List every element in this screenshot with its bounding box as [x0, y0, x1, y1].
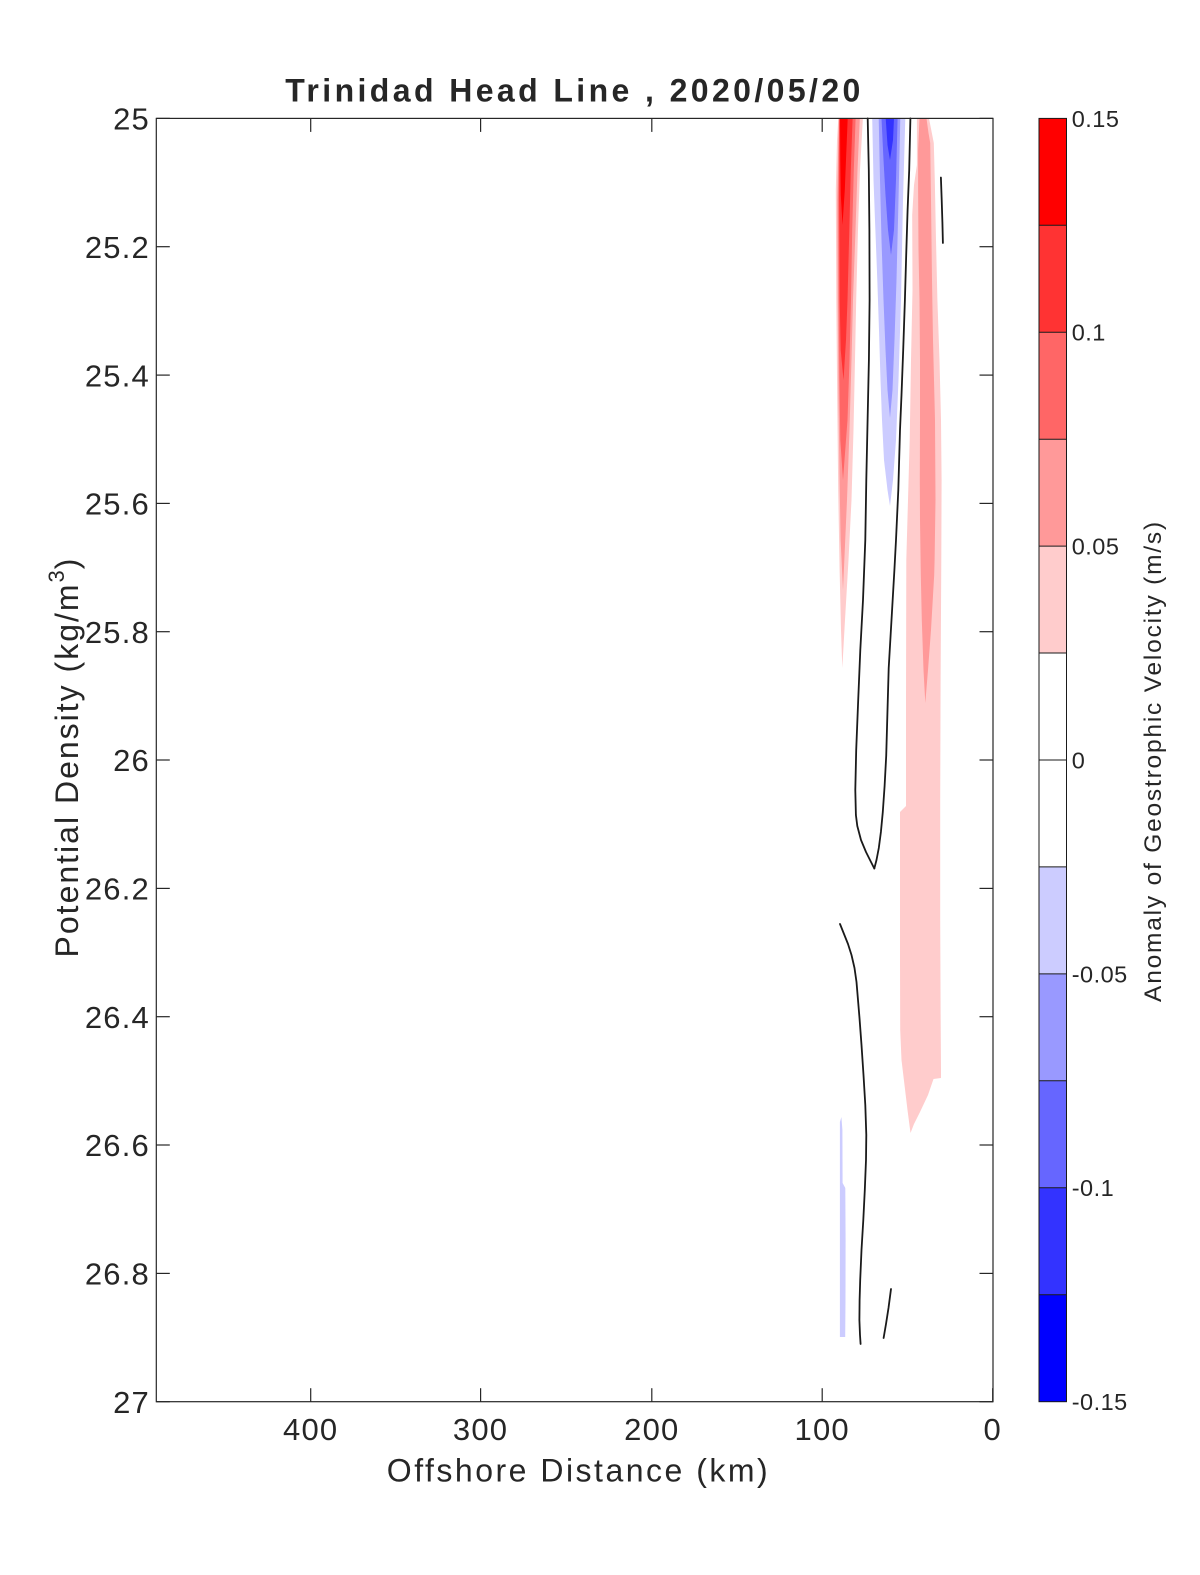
svg-text:25.4: 25.4 — [85, 358, 150, 393]
svg-text:400: 400 — [283, 1412, 338, 1447]
svg-text:0: 0 — [1072, 747, 1086, 773]
svg-text:26.4: 26.4 — [85, 1000, 150, 1035]
svg-text:Offshore Distance (km): Offshore Distance (km) — [387, 1452, 770, 1488]
svg-text:200: 200 — [624, 1412, 679, 1447]
svg-text:100: 100 — [795, 1412, 850, 1447]
svg-text:Trinidad Head Line , 2020/05/2: Trinidad Head Line , 2020/05/20 — [285, 72, 864, 108]
svg-text:-0.15: -0.15 — [1072, 1389, 1128, 1415]
svg-text:0.15: 0.15 — [1072, 106, 1120, 132]
svg-text:300: 300 — [453, 1412, 508, 1447]
svg-text:Anomaly of Geostrophic Velocit: Anomaly of Geostrophic Velocity (m/s) — [1140, 520, 1167, 1002]
svg-text:26.6: 26.6 — [85, 1128, 150, 1163]
svg-text:Potential Density (kg/m3): Potential Density (kg/m3) — [44, 557, 85, 958]
svg-text:-0.1: -0.1 — [1072, 1175, 1115, 1201]
svg-text:25.6: 25.6 — [85, 487, 150, 522]
svg-text:-0.05: -0.05 — [1072, 961, 1128, 987]
svg-text:25.8: 25.8 — [85, 615, 150, 650]
svg-text:25: 25 — [113, 102, 150, 137]
svg-text:26.8: 26.8 — [85, 1257, 150, 1292]
svg-text:0.05: 0.05 — [1072, 534, 1120, 560]
svg-text:26.2: 26.2 — [85, 872, 150, 907]
svg-text:27: 27 — [113, 1385, 150, 1420]
svg-text:0: 0 — [983, 1412, 1001, 1447]
svg-text:26: 26 — [113, 743, 150, 778]
svg-text:0.1: 0.1 — [1072, 320, 1106, 346]
svg-text:25.2: 25.2 — [85, 230, 150, 265]
